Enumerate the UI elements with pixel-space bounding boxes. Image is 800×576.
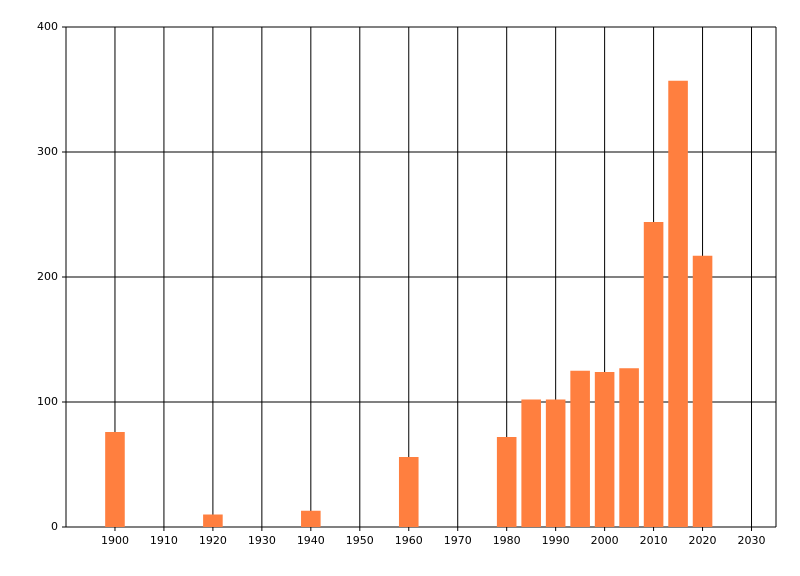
x-tick-label: 1980 <box>493 534 521 547</box>
x-tick-label: 1910 <box>150 534 178 547</box>
y-tick-label: 300 <box>37 145 58 158</box>
bar <box>105 432 125 527</box>
y-tick-label: 0 <box>51 520 58 533</box>
bar <box>203 514 223 527</box>
x-tick-label: 2030 <box>738 534 766 547</box>
x-tick-label: 1900 <box>101 534 129 547</box>
y-tick-label: 400 <box>37 20 58 33</box>
bar <box>692 255 713 527</box>
bar <box>594 372 615 527</box>
bar <box>301 510 321 527</box>
x-tick-label: 2020 <box>689 534 717 547</box>
x-tick-label: 1970 <box>444 534 472 547</box>
y-tick-label: 100 <box>37 395 58 408</box>
y-tick-label: 200 <box>37 270 58 283</box>
x-tick-label: 1930 <box>248 534 276 547</box>
x-tick-label: 1990 <box>542 534 570 547</box>
x-tick-label: 1940 <box>297 534 325 547</box>
bar <box>521 399 541 527</box>
bar <box>643 222 664 527</box>
x-tick-label: 2010 <box>640 534 668 547</box>
x-tick-label: 1950 <box>346 534 374 547</box>
bar <box>545 399 566 527</box>
bar <box>398 457 419 527</box>
x-tick-label: 1960 <box>395 534 423 547</box>
bar <box>668 80 688 527</box>
bar <box>496 437 517 527</box>
bar <box>619 368 639 527</box>
bar <box>570 370 590 527</box>
x-tick-label: 1920 <box>199 534 227 547</box>
x-tick-label: 2000 <box>591 534 619 547</box>
